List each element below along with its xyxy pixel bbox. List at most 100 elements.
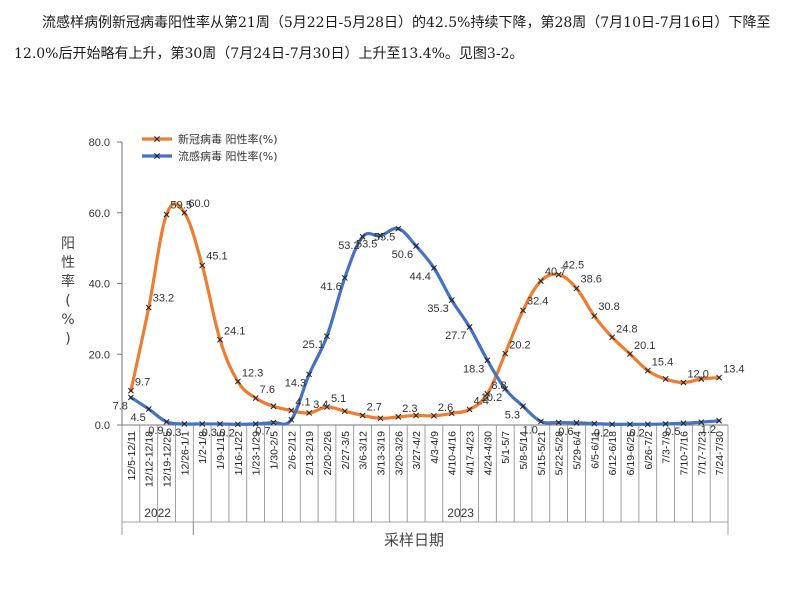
covid-data-label: 24.8 xyxy=(616,323,637,335)
data-point-marker xyxy=(644,367,651,374)
year-label: 2022 xyxy=(144,506,171,520)
data-point-marker xyxy=(324,404,330,410)
covid-data-label: 40.7 xyxy=(545,266,566,278)
data-point-marker xyxy=(698,419,705,426)
data-point-marker xyxy=(662,420,669,427)
flu-data-label: 14.3 xyxy=(285,377,306,389)
data-point-marker xyxy=(520,403,526,410)
data-point-marker xyxy=(377,232,384,239)
covid-data-label: 12.3 xyxy=(242,367,263,379)
covid-data-label: 7.6 xyxy=(260,384,275,396)
data-point-marker xyxy=(555,419,562,426)
x-tick-label: 6/5-6/11 xyxy=(589,431,601,469)
x-tick-label: 4/24-4/30 xyxy=(482,431,494,476)
data-point-marker xyxy=(127,394,134,401)
data-point-marker xyxy=(324,333,330,340)
point-labels: 9.7 33.2 59.560.0 45.1 24.1 12.3 7.6 4.1 3.45.1 2… xyxy=(113,198,745,440)
x-tick-label: 2/6-2/12 xyxy=(286,431,298,470)
flu-data-label: 4.5 xyxy=(130,412,145,424)
data-point-marker xyxy=(234,421,241,428)
flu-data-label: 55.5 xyxy=(374,232,395,244)
covid-data-label: 4.4 xyxy=(474,395,489,407)
legend: 新冠病毒 阳性率(%) 流感病毒 阳性率(%) xyxy=(142,132,278,163)
covid-data-label: 59.5 xyxy=(171,200,192,212)
data-point-marker xyxy=(395,413,402,420)
x-tick-label: 7/10-7/16 xyxy=(678,431,690,476)
data-point-marker xyxy=(252,395,259,402)
x-tick-label: 12/19-12/25 xyxy=(162,431,174,487)
y-axis-label: 阳性率(%) xyxy=(61,236,75,347)
y-tick-label: 80.0 xyxy=(89,137,110,149)
year-label: 2023 xyxy=(447,506,474,520)
data-point-marker xyxy=(288,407,295,414)
data-point-marker xyxy=(341,274,348,281)
data-point-marker xyxy=(520,307,526,314)
data-point-marker xyxy=(448,410,455,417)
covid-data-label: 5.1 xyxy=(331,393,346,405)
covid-data-label: 12.0 xyxy=(687,369,708,381)
flu-data-label: 0.3 xyxy=(202,427,217,439)
data-point-marker xyxy=(127,387,134,394)
x-tick-label: 12/12-12/18 xyxy=(144,431,156,487)
data-point-marker xyxy=(181,420,188,427)
x-tick-label: 3/27-4/2 xyxy=(411,431,423,470)
data-point-marker xyxy=(341,408,348,415)
flu-data-label: 27.7 xyxy=(445,330,466,342)
data-point-marker xyxy=(199,420,206,427)
x-tick-label: 5/1-5/7 xyxy=(500,431,512,464)
covid-data-label: 3.4 xyxy=(313,399,328,411)
flu-data-label: 35.3 xyxy=(427,303,448,315)
flu-data-label: 18.3 xyxy=(463,363,484,375)
flu-data-label: 7.8 xyxy=(113,400,128,412)
data-point-marker xyxy=(609,334,616,341)
data-point-marker xyxy=(270,419,277,426)
data-point-marker xyxy=(306,410,313,416)
data-point-marker xyxy=(145,304,152,311)
covid-data-label: 8.8 xyxy=(491,380,506,392)
data-point-marker xyxy=(448,297,455,304)
y-tick-label: 0.0 xyxy=(95,420,110,432)
data-point-marker xyxy=(502,350,509,357)
legend-flu-label: 流感病毒 阳性率(%) xyxy=(178,149,278,163)
x-tick-label: 5/15-5/21 xyxy=(536,431,548,476)
data-point-marker xyxy=(217,336,223,343)
data-point-marker xyxy=(484,390,491,397)
data-point-marker xyxy=(430,412,437,419)
covid-data-label: 60.0 xyxy=(188,198,209,210)
y-tick-label: 40.0 xyxy=(89,279,110,291)
x-tick-label: 2/27-3/5 xyxy=(340,431,352,470)
covid-data-label: 30.8 xyxy=(598,301,619,313)
data-point-marker xyxy=(413,243,420,249)
data-point-marker xyxy=(199,262,206,269)
covid-data-label: 42.5 xyxy=(563,260,584,272)
x-tick-label: 1/2-1/8 xyxy=(197,431,209,464)
x-tick-label: 3/20-3/26 xyxy=(393,431,405,476)
data-point-marker xyxy=(359,412,366,419)
flu-data-label: 44.4 xyxy=(409,271,430,283)
x-tick-label: 12/26-1/1 xyxy=(179,431,191,476)
data-point-marker xyxy=(662,376,669,382)
data-point-marker xyxy=(591,313,598,319)
covid-series-line xyxy=(129,202,721,420)
flu-data-label: 53.5 xyxy=(356,239,377,251)
data-point-marker xyxy=(145,406,152,413)
data-point-marker xyxy=(466,406,473,413)
data-point-marker xyxy=(537,418,544,425)
data-point-marker xyxy=(430,264,437,271)
data-point-marker xyxy=(537,278,544,284)
flu-data-label: 0.5 xyxy=(665,426,680,438)
x-tick-label: 6/26-7/2 xyxy=(643,431,655,470)
covid-data-label: 24.1 xyxy=(224,326,245,338)
y-tick-label: 20.0 xyxy=(89,349,110,361)
covid-data-label: 20.2 xyxy=(509,340,530,352)
x-tick-label: 6/19-6/25 xyxy=(625,431,637,476)
covid-data-label: 13.4 xyxy=(723,364,744,376)
x-tick-label: 3/6-3/12 xyxy=(358,431,370,470)
covid-data-label: 45.1 xyxy=(206,250,227,262)
data-point-marker xyxy=(377,415,384,422)
flu-data-label: 0.2 xyxy=(220,427,235,439)
flu-data-label: 0.2 xyxy=(594,427,609,439)
data-point-marker xyxy=(288,416,295,423)
data-point-marker xyxy=(234,378,241,385)
